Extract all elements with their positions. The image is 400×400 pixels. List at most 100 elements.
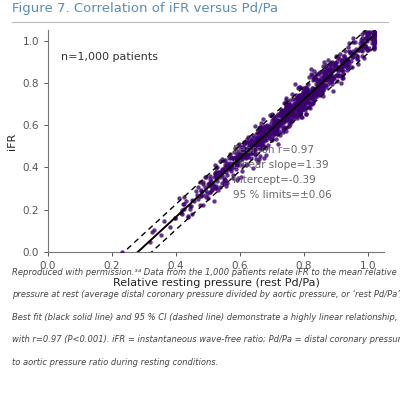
Point bbox=[371, 38, 378, 45]
Point bbox=[242, 145, 248, 152]
Point bbox=[353, 46, 359, 53]
Point bbox=[271, 117, 278, 124]
Point bbox=[234, 155, 240, 162]
Point bbox=[364, 35, 370, 41]
Point bbox=[280, 125, 287, 131]
Point bbox=[230, 160, 237, 167]
Point bbox=[309, 85, 316, 92]
Point bbox=[244, 147, 251, 154]
Point bbox=[281, 116, 288, 122]
Point bbox=[314, 90, 320, 96]
Point bbox=[348, 54, 355, 60]
Point bbox=[338, 66, 345, 72]
Point bbox=[304, 104, 311, 110]
Point bbox=[248, 150, 254, 156]
Point bbox=[338, 60, 344, 66]
Point bbox=[360, 38, 366, 44]
Point bbox=[320, 74, 326, 80]
Point bbox=[308, 88, 314, 94]
Point bbox=[282, 106, 288, 112]
Point bbox=[341, 53, 348, 60]
Point bbox=[214, 164, 220, 170]
Point bbox=[238, 162, 245, 168]
Point bbox=[297, 110, 303, 116]
Point bbox=[273, 113, 279, 119]
Point bbox=[362, 44, 368, 50]
Point bbox=[359, 53, 366, 59]
Point bbox=[272, 126, 279, 132]
Point bbox=[304, 88, 311, 94]
Point bbox=[286, 106, 292, 113]
Point bbox=[281, 124, 288, 130]
Point bbox=[239, 150, 245, 156]
Point bbox=[249, 138, 255, 145]
Point bbox=[304, 88, 310, 94]
Point bbox=[253, 156, 259, 162]
Point bbox=[190, 198, 197, 204]
Point bbox=[296, 110, 302, 116]
Point bbox=[360, 55, 367, 61]
Point bbox=[322, 74, 328, 80]
Point bbox=[344, 67, 350, 73]
Point bbox=[371, 29, 378, 35]
Point bbox=[282, 108, 288, 114]
Point bbox=[371, 29, 378, 35]
Point bbox=[291, 104, 297, 110]
Point bbox=[366, 29, 373, 35]
Point bbox=[294, 114, 300, 121]
Point bbox=[246, 150, 252, 156]
Point bbox=[294, 107, 301, 113]
Point bbox=[296, 95, 302, 102]
Point bbox=[300, 103, 306, 110]
Point bbox=[354, 53, 361, 60]
Point bbox=[350, 54, 356, 61]
Point bbox=[278, 110, 284, 117]
Point bbox=[235, 142, 241, 148]
Point bbox=[371, 36, 378, 42]
Point bbox=[219, 169, 226, 175]
Point bbox=[268, 126, 274, 132]
Point bbox=[248, 137, 255, 143]
Point bbox=[245, 146, 252, 153]
Point bbox=[270, 128, 276, 134]
Point bbox=[286, 101, 293, 107]
Point bbox=[299, 91, 306, 98]
Point bbox=[338, 64, 344, 71]
Point bbox=[281, 112, 288, 118]
Point bbox=[205, 181, 212, 188]
Point bbox=[266, 135, 272, 142]
Point bbox=[269, 117, 275, 123]
Point bbox=[364, 32, 370, 39]
Point bbox=[281, 100, 287, 106]
Point bbox=[272, 114, 278, 120]
Point bbox=[324, 66, 330, 72]
Point bbox=[249, 142, 255, 148]
Point bbox=[292, 102, 299, 108]
Point bbox=[343, 62, 349, 69]
Point bbox=[258, 132, 264, 138]
Point bbox=[257, 138, 263, 144]
Point bbox=[209, 186, 216, 192]
Point bbox=[309, 90, 315, 97]
Point bbox=[185, 212, 191, 219]
Point bbox=[200, 179, 206, 186]
Point bbox=[317, 80, 323, 86]
Point bbox=[287, 109, 294, 116]
Point bbox=[319, 84, 326, 90]
Point bbox=[254, 138, 260, 144]
Point bbox=[339, 57, 345, 64]
Point bbox=[285, 104, 291, 110]
Point bbox=[318, 87, 324, 94]
Point bbox=[257, 152, 263, 159]
Point bbox=[289, 108, 296, 114]
Point bbox=[309, 96, 316, 102]
Point bbox=[371, 38, 378, 44]
Point bbox=[228, 166, 234, 172]
Point bbox=[200, 192, 206, 198]
Point bbox=[211, 174, 218, 180]
Point bbox=[248, 137, 254, 144]
Point bbox=[332, 62, 338, 68]
Point bbox=[343, 63, 350, 70]
Point bbox=[325, 66, 332, 72]
Point bbox=[288, 108, 295, 114]
